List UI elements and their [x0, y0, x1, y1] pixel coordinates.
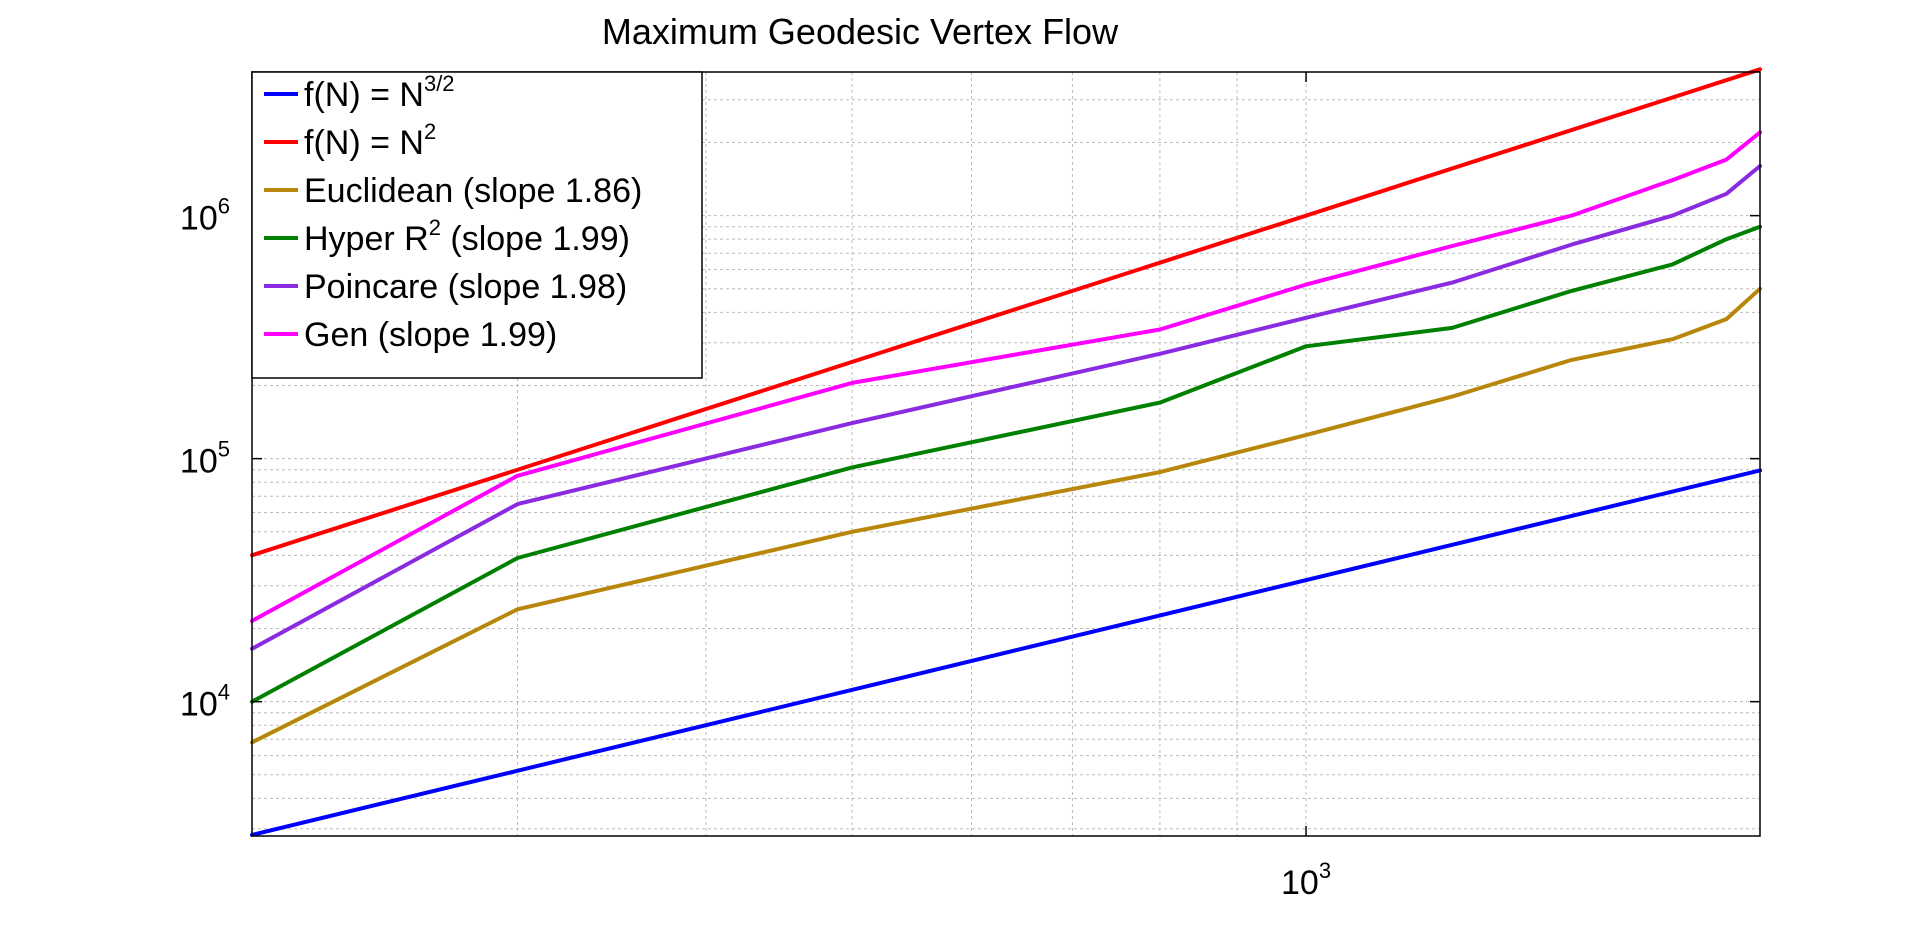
legend-box — [251, 71, 703, 379]
plot-lines — [250, 67, 1762, 837]
x-tick-label: 103 — [1281, 858, 1331, 902]
grid — [252, 72, 1760, 836]
series-line-2 — [250, 286, 1762, 745]
y-tick-label: 105 — [180, 437, 230, 481]
plot-area — [251, 71, 1761, 837]
series-line-4 — [250, 164, 1762, 651]
legend-label: f(N) = N2 — [304, 119, 436, 162]
chart-title: Maximum Geodesic Vertex Flow — [602, 11, 1119, 52]
y-tick-label: 106 — [180, 194, 230, 238]
y-tick-label: 104 — [180, 680, 230, 724]
series-line-3 — [250, 224, 1762, 704]
legend-label: Poincare (slope 1.98) — [304, 268, 627, 306]
series-line-1 — [250, 67, 1762, 558]
series-line-5 — [250, 130, 1762, 623]
series-line-0 — [250, 468, 1762, 837]
legend-label: Hyper R2 (slope 1.99) — [304, 215, 630, 258]
legend-label: Euclidean (slope 1.86) — [304, 172, 642, 210]
legend-label: Gen (slope 1.99) — [304, 316, 557, 354]
